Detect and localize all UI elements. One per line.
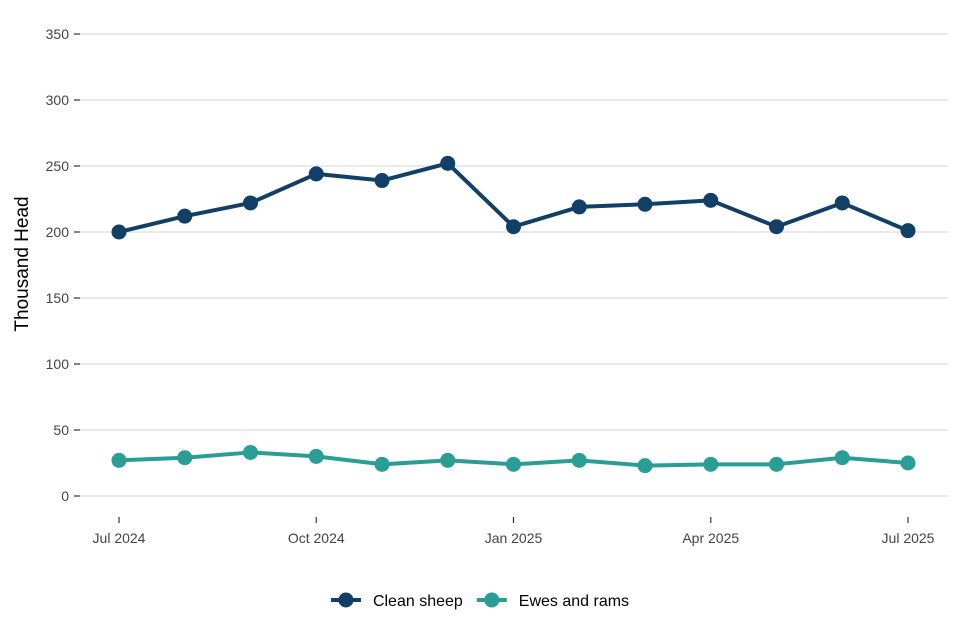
data-point-ewes-and-rams xyxy=(769,456,784,472)
data-point-ewes-and-rams xyxy=(440,452,456,468)
data-point-clean-sheep xyxy=(374,173,390,189)
data-point-clean-sheep xyxy=(703,192,719,208)
data-point-clean-sheep xyxy=(243,195,258,211)
x-tick-label: Jul 2024 xyxy=(93,530,146,546)
legend-item-clean-sheep: Clean sheep xyxy=(330,592,463,610)
x-axis: Jul 2024 Oct 2024 Jan 2025 Apr 2025 Jul 2025 xyxy=(93,517,935,546)
data-point-clean-sheep xyxy=(111,224,127,240)
data-point-ewes-and-rams xyxy=(506,456,521,472)
x-tick-label: Jul 2025 xyxy=(882,530,935,546)
data-point-ewes-and-rams xyxy=(703,456,719,472)
legend: Clean sheep Ewes and rams xyxy=(330,592,629,610)
y-tick-label: 300 xyxy=(46,92,70,108)
y-tick-label: 50 xyxy=(53,422,69,438)
legend-item-ewes-and-rams: Ewes and rams xyxy=(476,592,629,610)
legend-key-point xyxy=(338,592,354,608)
legend-key-point xyxy=(484,592,500,608)
data-point-clean-sheep xyxy=(571,199,587,215)
data-point-clean-sheep xyxy=(177,208,193,224)
y-tick-label: 200 xyxy=(46,224,70,240)
data-point-ewes-and-rams xyxy=(308,448,324,464)
y-tick-label: 350 xyxy=(46,26,70,42)
data-point-clean-sheep xyxy=(900,223,916,239)
data-point-ewes-and-rams xyxy=(571,452,587,468)
series-layer xyxy=(111,155,916,474)
y-tick-label: 100 xyxy=(46,356,70,372)
data-point-clean-sheep xyxy=(769,219,784,235)
data-point-ewes-and-rams xyxy=(834,450,850,466)
data-point-ewes-and-rams xyxy=(177,450,193,466)
data-point-ewes-and-rams xyxy=(637,458,653,474)
gridlines xyxy=(80,33,948,497)
data-point-clean-sheep xyxy=(637,196,653,212)
y-tick-label: 150 xyxy=(46,290,70,306)
y-tick-label: 0 xyxy=(61,488,69,504)
x-tick-label: Oct 2024 xyxy=(288,530,345,546)
data-point-ewes-and-rams xyxy=(111,452,127,468)
data-point-clean-sheep xyxy=(506,219,521,235)
y-tick-label: 250 xyxy=(46,158,70,174)
x-tick-label: Apr 2025 xyxy=(682,530,739,546)
data-point-clean-sheep xyxy=(308,166,324,182)
data-point-clean-sheep xyxy=(834,195,850,211)
data-point-ewes-and-rams xyxy=(374,456,390,472)
data-point-clean-sheep xyxy=(440,155,456,171)
x-tick-label: Jan 2025 xyxy=(485,530,543,546)
legend-label: Ewes and rams xyxy=(519,593,629,610)
data-point-ewes-and-rams xyxy=(900,455,916,471)
y-axis-title: Thousand Head xyxy=(12,196,33,331)
data-point-ewes-and-rams xyxy=(243,444,258,460)
y-axis: 0 50 100 150 200 250 300 350 xyxy=(46,26,80,504)
legend-label: Clean sheep xyxy=(373,593,463,610)
